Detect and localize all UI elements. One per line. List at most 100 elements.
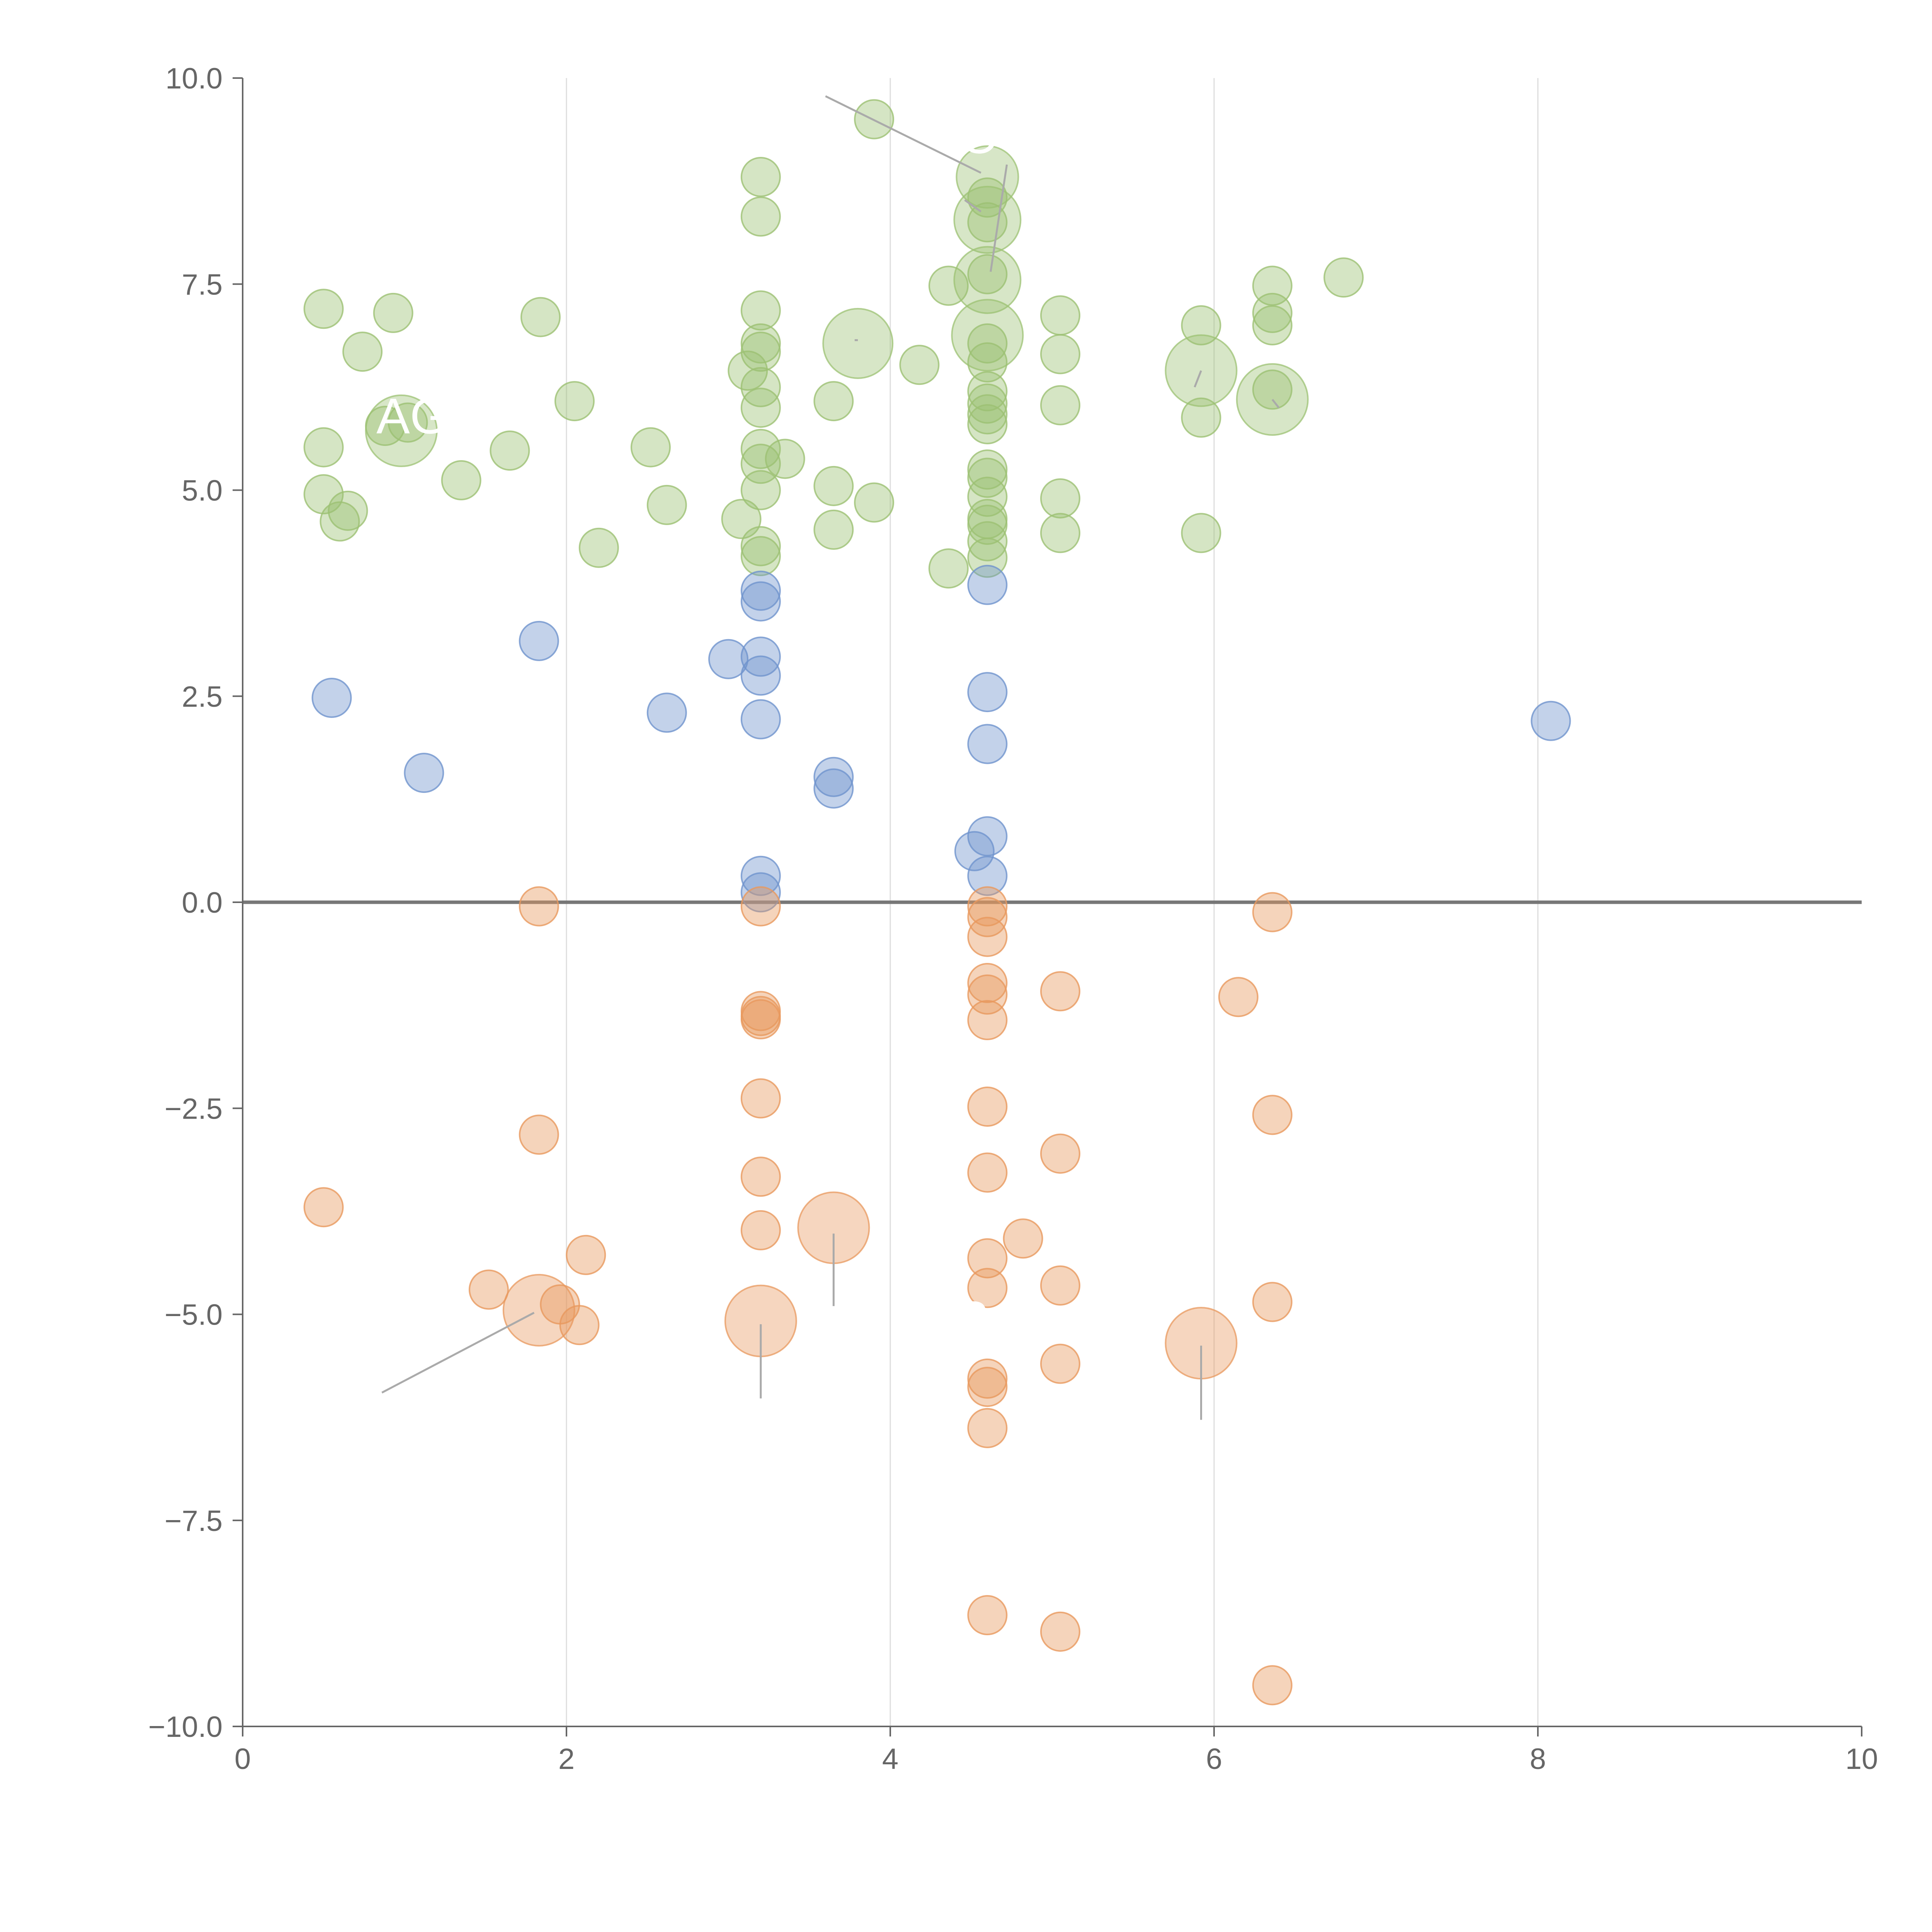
data-point-blue: [967, 565, 1008, 605]
data-point-green: [1040, 478, 1080, 519]
data-point-orange: [1252, 892, 1293, 932]
data-point-orange: [740, 1156, 781, 1197]
data-point-green: [554, 381, 595, 422]
leader-line: [990, 164, 1008, 272]
data-point-green: [740, 526, 781, 566]
data-point-green: [967, 476, 1008, 517]
data-point-green: [1181, 305, 1221, 345]
data-point-blue: [740, 855, 781, 896]
x-tick-label: 4: [882, 1743, 898, 1776]
data-point-green: [728, 350, 768, 391]
data-point-blue: [740, 581, 781, 622]
data-point-orange: [519, 886, 559, 927]
data-point-orange: [519, 1114, 559, 1155]
data-point-orange: [967, 1238, 1008, 1279]
data-point-blue: [813, 768, 854, 809]
data-point-green: [740, 429, 781, 469]
data-point-orange: [1218, 977, 1259, 1017]
data-point-blue: [404, 753, 444, 793]
tick-labels: 0 2 4 6 8 10 10.0 7.5 5.0 2.5 0.0 −2.5 −5.0 −7.5 −10.0: [148, 62, 1878, 1776]
data-point-green: [765, 439, 805, 479]
data-point-orange: [967, 1595, 1008, 1636]
data-point-green: [1252, 293, 1293, 333]
data-point-green: [740, 388, 781, 428]
data-point-blue: [740, 570, 781, 611]
data-point-orange: [559, 1305, 600, 1345]
data-point-blue: [708, 639, 748, 679]
highlighted-point: [951, 299, 1024, 372]
data-point-blue: [646, 692, 687, 733]
data-point-green: [928, 548, 969, 589]
data-point-blue: [740, 655, 781, 696]
y-tick-label: −2.5: [165, 1092, 223, 1125]
data-point-orange: [967, 886, 1008, 927]
data-point-orange: [740, 886, 781, 927]
y-tick-label: 2.5: [182, 680, 223, 713]
leader-lines: [381, 95, 1280, 1420]
data-point-green: [967, 254, 1008, 294]
x-tick-label: 0: [235, 1743, 251, 1776]
y-tick-label: 5.0: [182, 474, 223, 507]
data-point-green: [854, 482, 895, 523]
data-point-green: [1323, 257, 1364, 298]
data-point-green: [740, 536, 781, 577]
data-point-orange: [1040, 1344, 1080, 1384]
data-point-green: [578, 527, 619, 568]
data-point-orange: [1003, 1218, 1043, 1259]
annotation-label: R: [953, 1290, 990, 1347]
data-point-green: [1040, 295, 1080, 336]
data-point-blue: [967, 855, 1008, 896]
data-point-blue: [519, 621, 559, 661]
y-tick-label: −7.5: [165, 1505, 223, 1537]
highlighted-points: [365, 145, 1309, 1380]
data-point-green: [630, 427, 671, 468]
data-point-green: [320, 501, 360, 542]
data-point-green: [899, 345, 940, 385]
annotation-label: SI: [1037, 107, 1084, 164]
data-point-orange: [1252, 1665, 1293, 1706]
data-point-orange: [967, 963, 1008, 1003]
data-point-orange: [740, 1210, 781, 1250]
leader-line: [964, 199, 982, 213]
leader-line: [1271, 399, 1280, 408]
data-point-orange: [566, 1235, 606, 1275]
data-point-orange: [967, 1358, 1008, 1399]
data-point-blue: [967, 672, 1008, 713]
data-point-orange: [967, 1086, 1008, 1127]
data-point-orange: [1252, 1282, 1293, 1322]
data-point-green: [1252, 305, 1293, 345]
data-point-orange: [967, 1367, 1008, 1407]
data-point-blue: [954, 831, 995, 871]
data-point-green: [1040, 334, 1080, 374]
x-tick-label: 2: [558, 1743, 575, 1776]
leader-line: [825, 95, 981, 174]
highlighted-point: [822, 308, 894, 379]
data-point-green: [967, 394, 1008, 435]
leader-line: [381, 1312, 535, 1394]
x-tick-label: 6: [1206, 1743, 1222, 1776]
data-point-orange: [1040, 1265, 1080, 1306]
data-point-green: [646, 485, 687, 525]
y-tick-label: −5.0: [165, 1299, 223, 1332]
annotation-label: AG: [376, 388, 449, 444]
highlighted-point: [953, 185, 1022, 254]
data-point-green: [740, 156, 781, 197]
data-point-green: [967, 371, 1008, 412]
data-point-green: [490, 430, 530, 471]
annotation-label: O: [960, 107, 999, 164]
data-point-green: [1181, 397, 1221, 438]
annotation-labels: AG O SI R: [376, 107, 1084, 1347]
data-point-orange: [967, 1152, 1008, 1193]
highlighted-point: [365, 394, 438, 467]
data-point-green: [813, 509, 854, 550]
data-point-blue: [1531, 701, 1571, 741]
data-point-blue: [740, 699, 781, 740]
data-point-orange: [740, 999, 781, 1039]
data-point-green: [1040, 513, 1080, 553]
data-point-green: [740, 290, 781, 331]
data-point-orange: [1040, 1133, 1080, 1174]
data-points: [303, 99, 1571, 1706]
x-tick-label: 8: [1530, 1743, 1546, 1776]
data-point-green: [373, 293, 413, 333]
